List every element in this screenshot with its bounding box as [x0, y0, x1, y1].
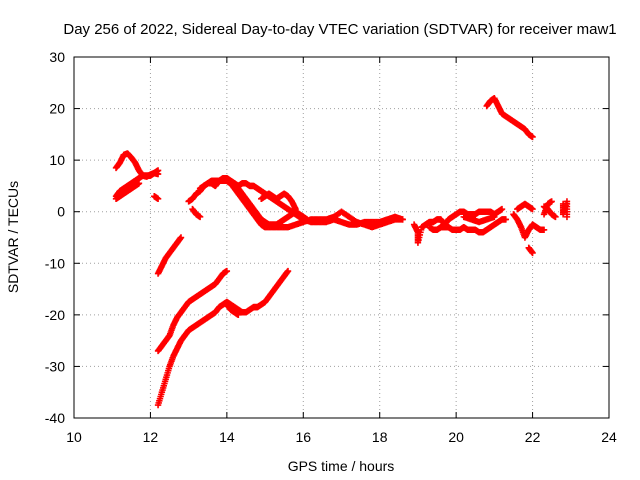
- data-point: [235, 311, 242, 319]
- data-point: [292, 205, 299, 213]
- data-point: [491, 213, 498, 221]
- data-points: [112, 95, 571, 409]
- chart-title: Day 256 of 2022, Sidereal Day-to-day VTE…: [63, 21, 616, 38]
- data-series-segment: [514, 200, 536, 213]
- plot-frame: [73, 56, 610, 419]
- x-tick-label: 18: [372, 429, 388, 445]
- x-tick-label: 14: [219, 429, 235, 445]
- y-tick-label: 20: [49, 101, 65, 117]
- data-point: [177, 234, 185, 241]
- data-series-segment: [510, 211, 548, 241]
- data-point: [548, 198, 555, 205]
- data-point: [154, 167, 162, 174]
- x-tick-label: 16: [295, 429, 311, 445]
- data-point: [552, 213, 559, 221]
- data-point: [223, 267, 231, 275]
- data-series-segment: [189, 205, 204, 221]
- data-point: [135, 180, 143, 187]
- data-point: [540, 226, 548, 233]
- data-series-segment: [426, 216, 510, 236]
- data-point: [529, 205, 536, 213]
- data-point: [563, 213, 571, 221]
- data-series-segment: [410, 205, 506, 246]
- y-tick-label: -20: [45, 307, 65, 323]
- data-series-segment: [223, 177, 406, 231]
- x-tick-label: 20: [448, 429, 464, 445]
- data-series-segment: [112, 180, 143, 203]
- data-series-segment: [258, 190, 299, 213]
- data-series-segment: [154, 267, 231, 355]
- y-axis-label: SDTVAR / TECUs: [5, 181, 21, 293]
- x-tick-label: 22: [525, 429, 541, 445]
- data-series-segment: [460, 213, 498, 226]
- data-series-segment: [154, 234, 185, 277]
- data-point: [529, 249, 536, 257]
- data-point: [502, 216, 510, 223]
- data-series-segment: [223, 301, 242, 319]
- y-tick-label: 30: [49, 49, 65, 65]
- y-tick-label: -30: [45, 358, 65, 374]
- data-point: [399, 216, 406, 223]
- data-series-segment: [483, 95, 536, 141]
- data-point: [154, 195, 162, 203]
- data-series-segment: [151, 193, 162, 203]
- x-axis-label: GPS time / hours: [288, 458, 395, 474]
- y-tick-label: -10: [45, 255, 65, 271]
- gridlines: [74, 57, 609, 418]
- data-point: [196, 213, 204, 221]
- data-series-segment: [559, 198, 571, 221]
- data-point: [498, 205, 506, 213]
- axis-ticks: 10 12 14 16 18 20 22 24 30 20 10 0 -10 -20 -30 -40: [45, 49, 617, 445]
- data-point: [284, 267, 292, 275]
- x-tick-label: 24: [601, 429, 617, 445]
- data-series-segment: [540, 198, 555, 218]
- x-tick-label: 10: [66, 429, 82, 445]
- data-series-segment: [525, 244, 536, 257]
- x-tick-label: 12: [143, 429, 159, 445]
- y-tick-label: 0: [57, 204, 65, 220]
- data-point: [529, 133, 536, 141]
- y-tick-label: 10: [49, 152, 65, 168]
- y-tick-label: -40: [45, 410, 65, 426]
